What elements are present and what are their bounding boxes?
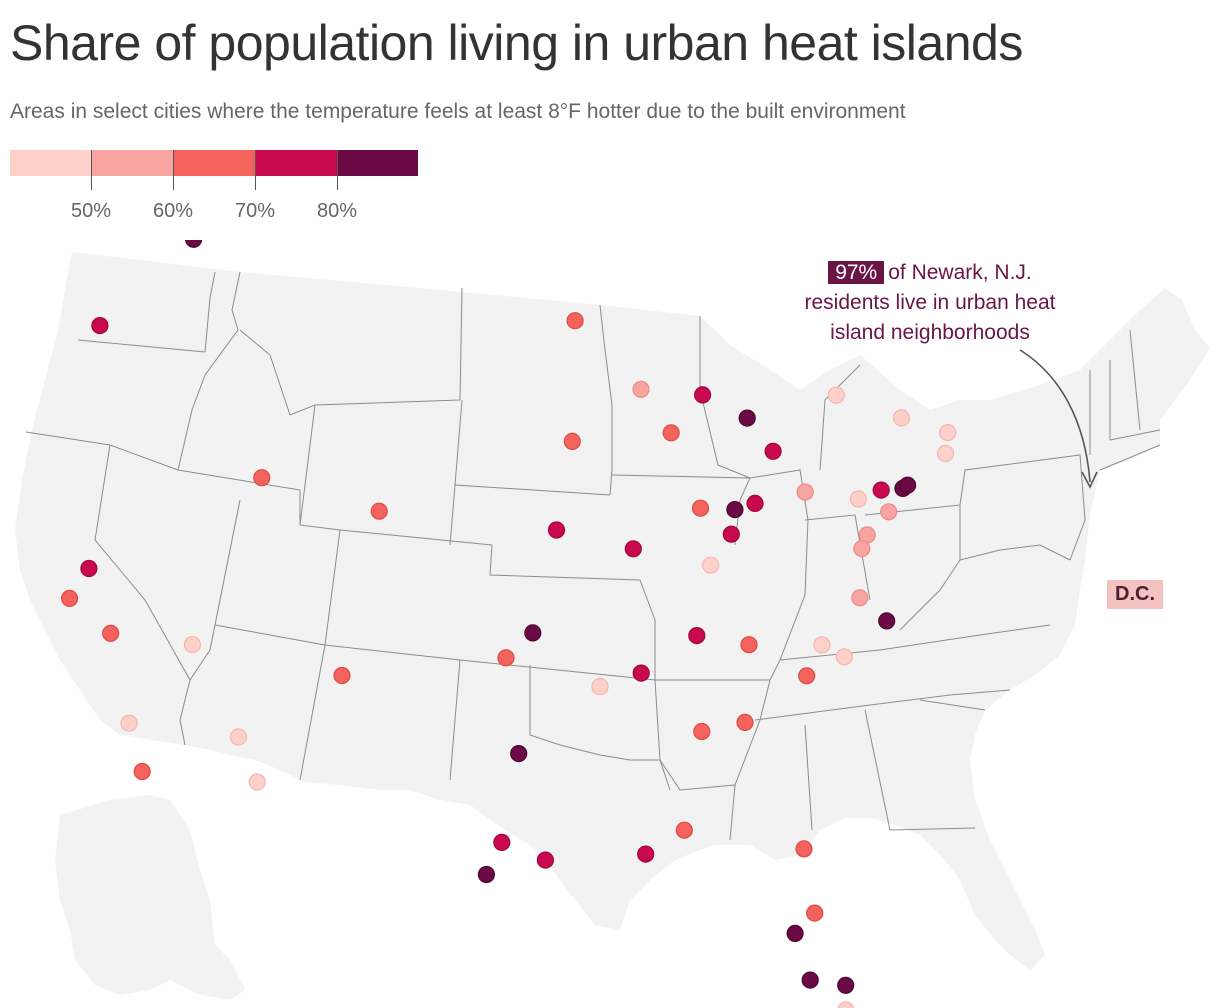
annotation-percent: 97% bbox=[828, 261, 885, 284]
city-dot bbox=[637, 845, 655, 863]
city-dot bbox=[632, 664, 650, 682]
us-land bbox=[15, 252, 1210, 1000]
chart-title: Share of population living in urban heat… bbox=[10, 15, 1023, 71]
city-dot bbox=[253, 469, 271, 487]
city-dot bbox=[837, 976, 855, 994]
city-dot bbox=[370, 502, 388, 520]
city-dot bbox=[835, 648, 853, 666]
city-dot bbox=[827, 386, 845, 404]
city-dot bbox=[477, 865, 495, 884]
legend-tick bbox=[337, 150, 338, 190]
city-dot bbox=[892, 409, 911, 427]
city-dot bbox=[566, 312, 584, 330]
city-dot bbox=[898, 476, 917, 494]
city-dot bbox=[837, 1001, 855, 1008]
city-dot bbox=[185, 240, 203, 248]
city-dot bbox=[675, 821, 693, 839]
city-dot bbox=[493, 833, 511, 852]
chart-subtitle: Areas in select cities where the tempera… bbox=[10, 100, 906, 123]
city-dot bbox=[764, 442, 782, 460]
city-dot bbox=[248, 773, 266, 791]
city-dot bbox=[849, 490, 868, 508]
city-dot bbox=[701, 556, 720, 574]
alaska-landmass bbox=[55, 795, 245, 1000]
city-dot bbox=[936, 444, 955, 463]
city-dot bbox=[510, 744, 528, 763]
city-dot bbox=[229, 728, 248, 746]
city-dot bbox=[939, 424, 957, 442]
legend-swatch-3 bbox=[174, 150, 256, 176]
city-dot bbox=[102, 624, 120, 642]
city-dot bbox=[853, 539, 871, 558]
city-dot bbox=[536, 851, 555, 869]
city-dot bbox=[736, 713, 754, 732]
us-map bbox=[15, 240, 1210, 1008]
legend-label-50: 50% bbox=[70, 200, 112, 222]
city-dot bbox=[726, 501, 744, 519]
city-dot bbox=[60, 589, 79, 608]
annotation-line-2: residents live in urban heat bbox=[804, 291, 1056, 314]
legend-swatch-2 bbox=[92, 150, 174, 176]
city-dot bbox=[624, 540, 642, 558]
city-dot bbox=[120, 714, 138, 732]
dc-label: D.C. bbox=[1107, 580, 1163, 609]
city-dot bbox=[91, 317, 109, 335]
city-dot bbox=[693, 722, 711, 741]
city-dot bbox=[806, 904, 824, 922]
legend-label-60: 60% bbox=[152, 200, 194, 222]
legend-swatch-4 bbox=[256, 150, 338, 176]
city-dot bbox=[591, 677, 609, 696]
city-dot bbox=[878, 612, 896, 630]
city-dot bbox=[801, 971, 819, 989]
color-legend: 50% 60% 70% 80% bbox=[10, 150, 420, 225]
legend-swatch-5 bbox=[338, 150, 418, 176]
newark-annotation: 97% of Newark, N.J. residents live in urb… bbox=[770, 258, 1090, 348]
legend-tick bbox=[91, 150, 92, 190]
city-dot bbox=[851, 589, 869, 607]
city-dot bbox=[80, 559, 98, 578]
city-dot bbox=[872, 481, 890, 499]
city-dot bbox=[798, 667, 816, 685]
legend-tick bbox=[173, 150, 174, 190]
newark-callout-arrow bbox=[1019, 349, 1098, 489]
city-dots bbox=[60, 240, 957, 1008]
city-dot bbox=[547, 521, 566, 539]
city-dot bbox=[880, 503, 898, 521]
city-dot bbox=[133, 762, 151, 781]
city-dot bbox=[746, 494, 764, 512]
annotation-line-3: island neighborhoods bbox=[830, 321, 1030, 344]
legend-label-70: 70% bbox=[234, 200, 276, 222]
city-dot bbox=[693, 386, 712, 404]
city-dot bbox=[691, 499, 710, 517]
city-dot bbox=[795, 840, 813, 858]
city-dot bbox=[497, 649, 515, 667]
city-dot bbox=[796, 483, 814, 501]
annotation-line-1-text: of Newark, N.J. bbox=[888, 261, 1032, 284]
legend-swatch-1 bbox=[10, 150, 92, 176]
legend-label-80: 80% bbox=[316, 200, 358, 222]
city-dot bbox=[333, 666, 351, 685]
city-dot bbox=[662, 424, 680, 442]
city-dot bbox=[738, 409, 756, 427]
state-borders bbox=[25, 271, 1161, 841]
contiguous-us-landmass bbox=[15, 252, 1210, 970]
city-dot bbox=[722, 525, 740, 543]
legend-tick bbox=[255, 150, 256, 190]
annotation-line-1: 97% of Newark, N.J. bbox=[770, 258, 1090, 288]
city-dot bbox=[740, 636, 758, 654]
city-dot bbox=[632, 380, 650, 398]
city-dot bbox=[563, 432, 581, 450]
city-dot bbox=[813, 636, 831, 654]
city-dot bbox=[524, 624, 542, 642]
city-dot bbox=[688, 626, 706, 645]
city-dot bbox=[786, 924, 804, 943]
city-dot bbox=[183, 635, 201, 654]
